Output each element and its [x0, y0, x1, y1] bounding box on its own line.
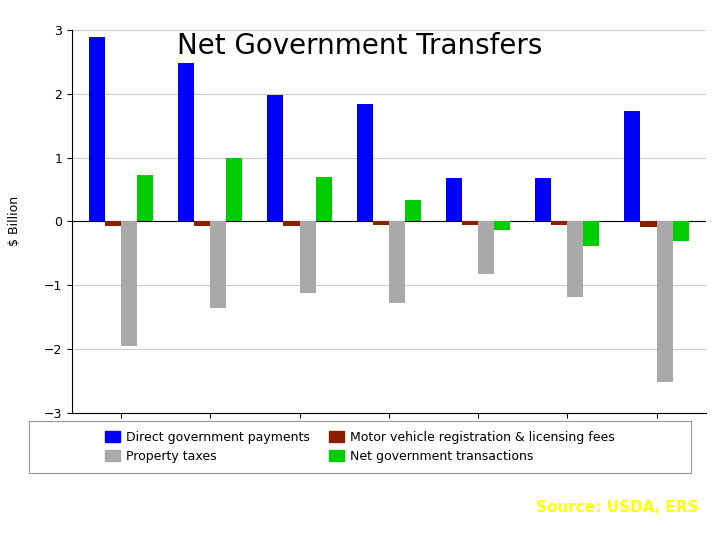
Bar: [284, 221, 300, 226]
Bar: [478, 221, 494, 274]
Bar: [535, 178, 552, 221]
Bar: [356, 104, 373, 221]
Text: Iowa State University: Iowa State University: [14, 494, 248, 511]
Bar: [121, 221, 137, 346]
Text: Net Government Transfers: Net Government Transfers: [177, 32, 543, 60]
Bar: [315, 177, 332, 221]
Bar: [267, 95, 284, 221]
Bar: [494, 221, 510, 229]
Bar: [462, 221, 478, 225]
Y-axis label: $ Billion: $ Billion: [9, 197, 22, 246]
Bar: [194, 221, 210, 226]
Bar: [210, 221, 226, 308]
Bar: [657, 221, 672, 382]
Text: Source: USDA, ERS: Source: USDA, ERS: [536, 500, 698, 515]
Bar: [641, 221, 657, 226]
Bar: [178, 63, 194, 221]
Bar: [583, 221, 600, 246]
Bar: [300, 221, 315, 293]
Text: University Extension/Department of Economics: University Extension/Department of Econo…: [14, 524, 298, 537]
Bar: [89, 37, 105, 221]
Legend: Direct government payments, Property taxes, Motor vehicle registration & licensi: Direct government payments, Property tax…: [100, 426, 620, 468]
Bar: [552, 221, 567, 225]
Bar: [137, 176, 153, 221]
Bar: [624, 111, 641, 221]
Bar: [389, 221, 405, 302]
Bar: [567, 221, 583, 297]
Bar: [373, 221, 389, 225]
Bar: [405, 200, 421, 221]
Bar: [672, 221, 688, 241]
Bar: [226, 158, 243, 221]
Bar: [446, 178, 462, 221]
Bar: [105, 221, 121, 226]
